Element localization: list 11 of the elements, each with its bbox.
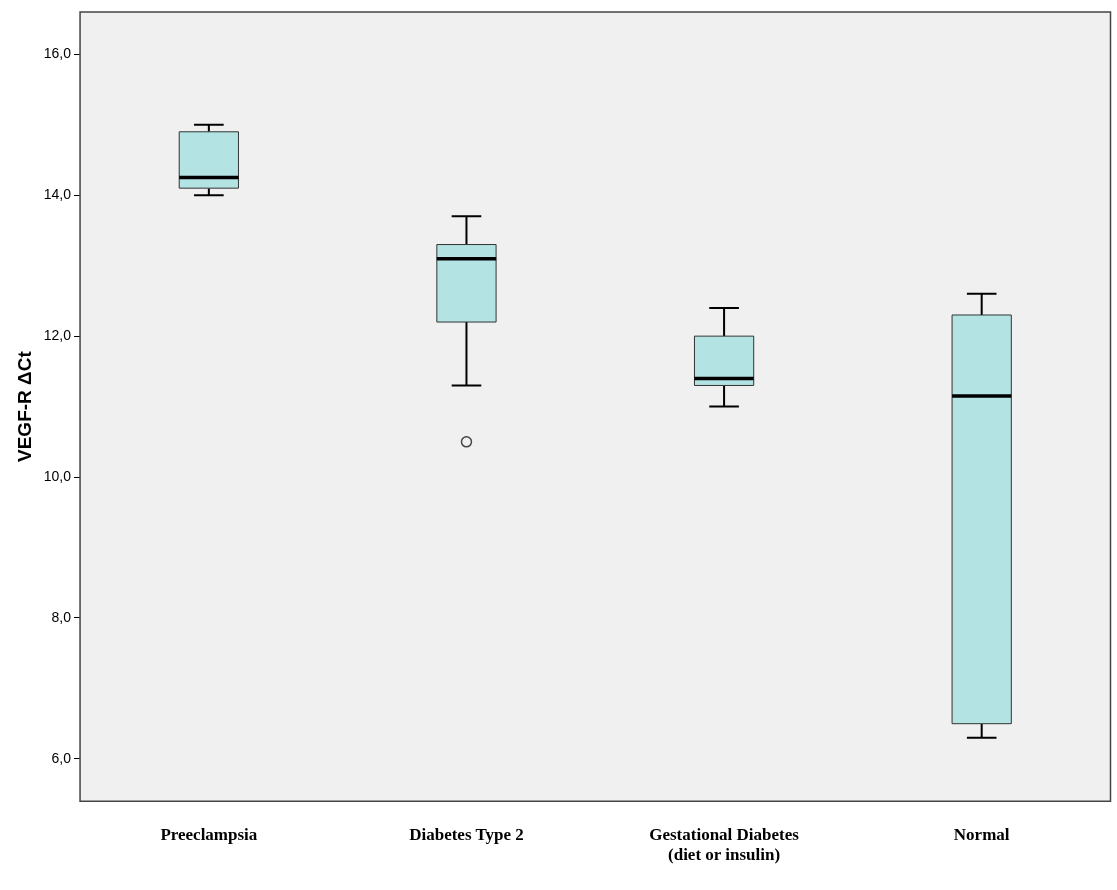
y-tick-label: 12,0 (43, 327, 72, 343)
x-tick-label: Diabetes Type 2 (409, 824, 524, 844)
x-tick-label: Preeclampsia (160, 824, 258, 844)
y-tick-label: 6,0 (51, 749, 72, 766)
y-tick-label: 8,0 (51, 608, 72, 625)
x-tick-label: Gestational Diabetes (diet or insulin) (649, 824, 800, 865)
y-tick-label: 16,0 (43, 45, 72, 62)
y-tick-label: 14,0 (43, 186, 72, 203)
y-tick-label: 10,0 (43, 467, 72, 484)
y-axis-title: VEGF-R ΔCt (13, 350, 35, 462)
x-tick-label: Normal (953, 824, 1010, 844)
